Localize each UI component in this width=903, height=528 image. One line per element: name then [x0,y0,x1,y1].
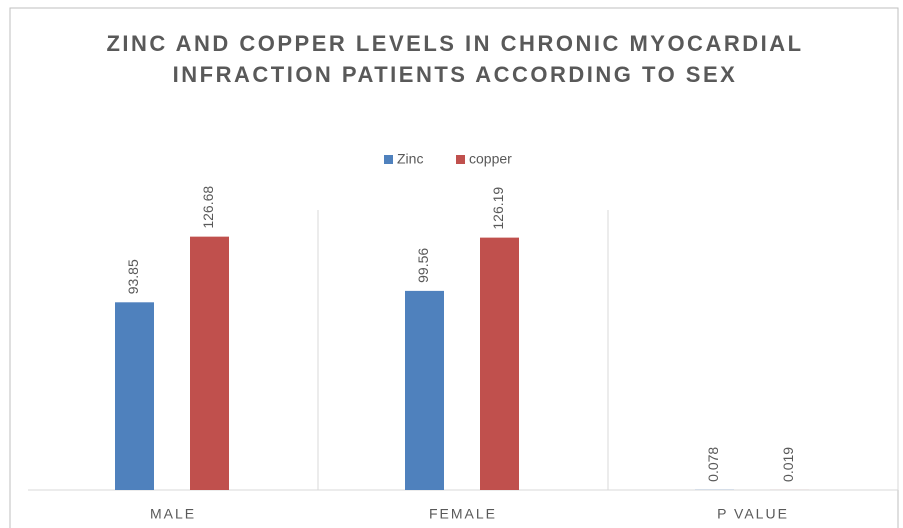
x-tick-label: FEMALE [429,506,497,522]
bar [480,237,519,490]
data-label: 93.85 [125,259,141,294]
bar [190,236,229,490]
data-label: 0.019 [780,447,796,482]
data-label: 126.68 [200,186,216,229]
data-label: 99.56 [415,248,431,283]
legend-label: copper [469,151,512,167]
bar [405,290,444,490]
x-tick-label: MALE [150,506,196,522]
data-label: 126.19 [490,187,506,230]
legend-label: Zinc [397,151,423,167]
legend-swatch [456,155,465,164]
data-label: 0.078 [705,447,721,482]
x-tick-label: P VALUE [717,506,789,522]
legend-swatch [384,155,393,164]
chart-title: ZINC AND COPPER LEVELS IN CHRONIC MYOCAR… [106,31,804,87]
bar [115,302,154,490]
